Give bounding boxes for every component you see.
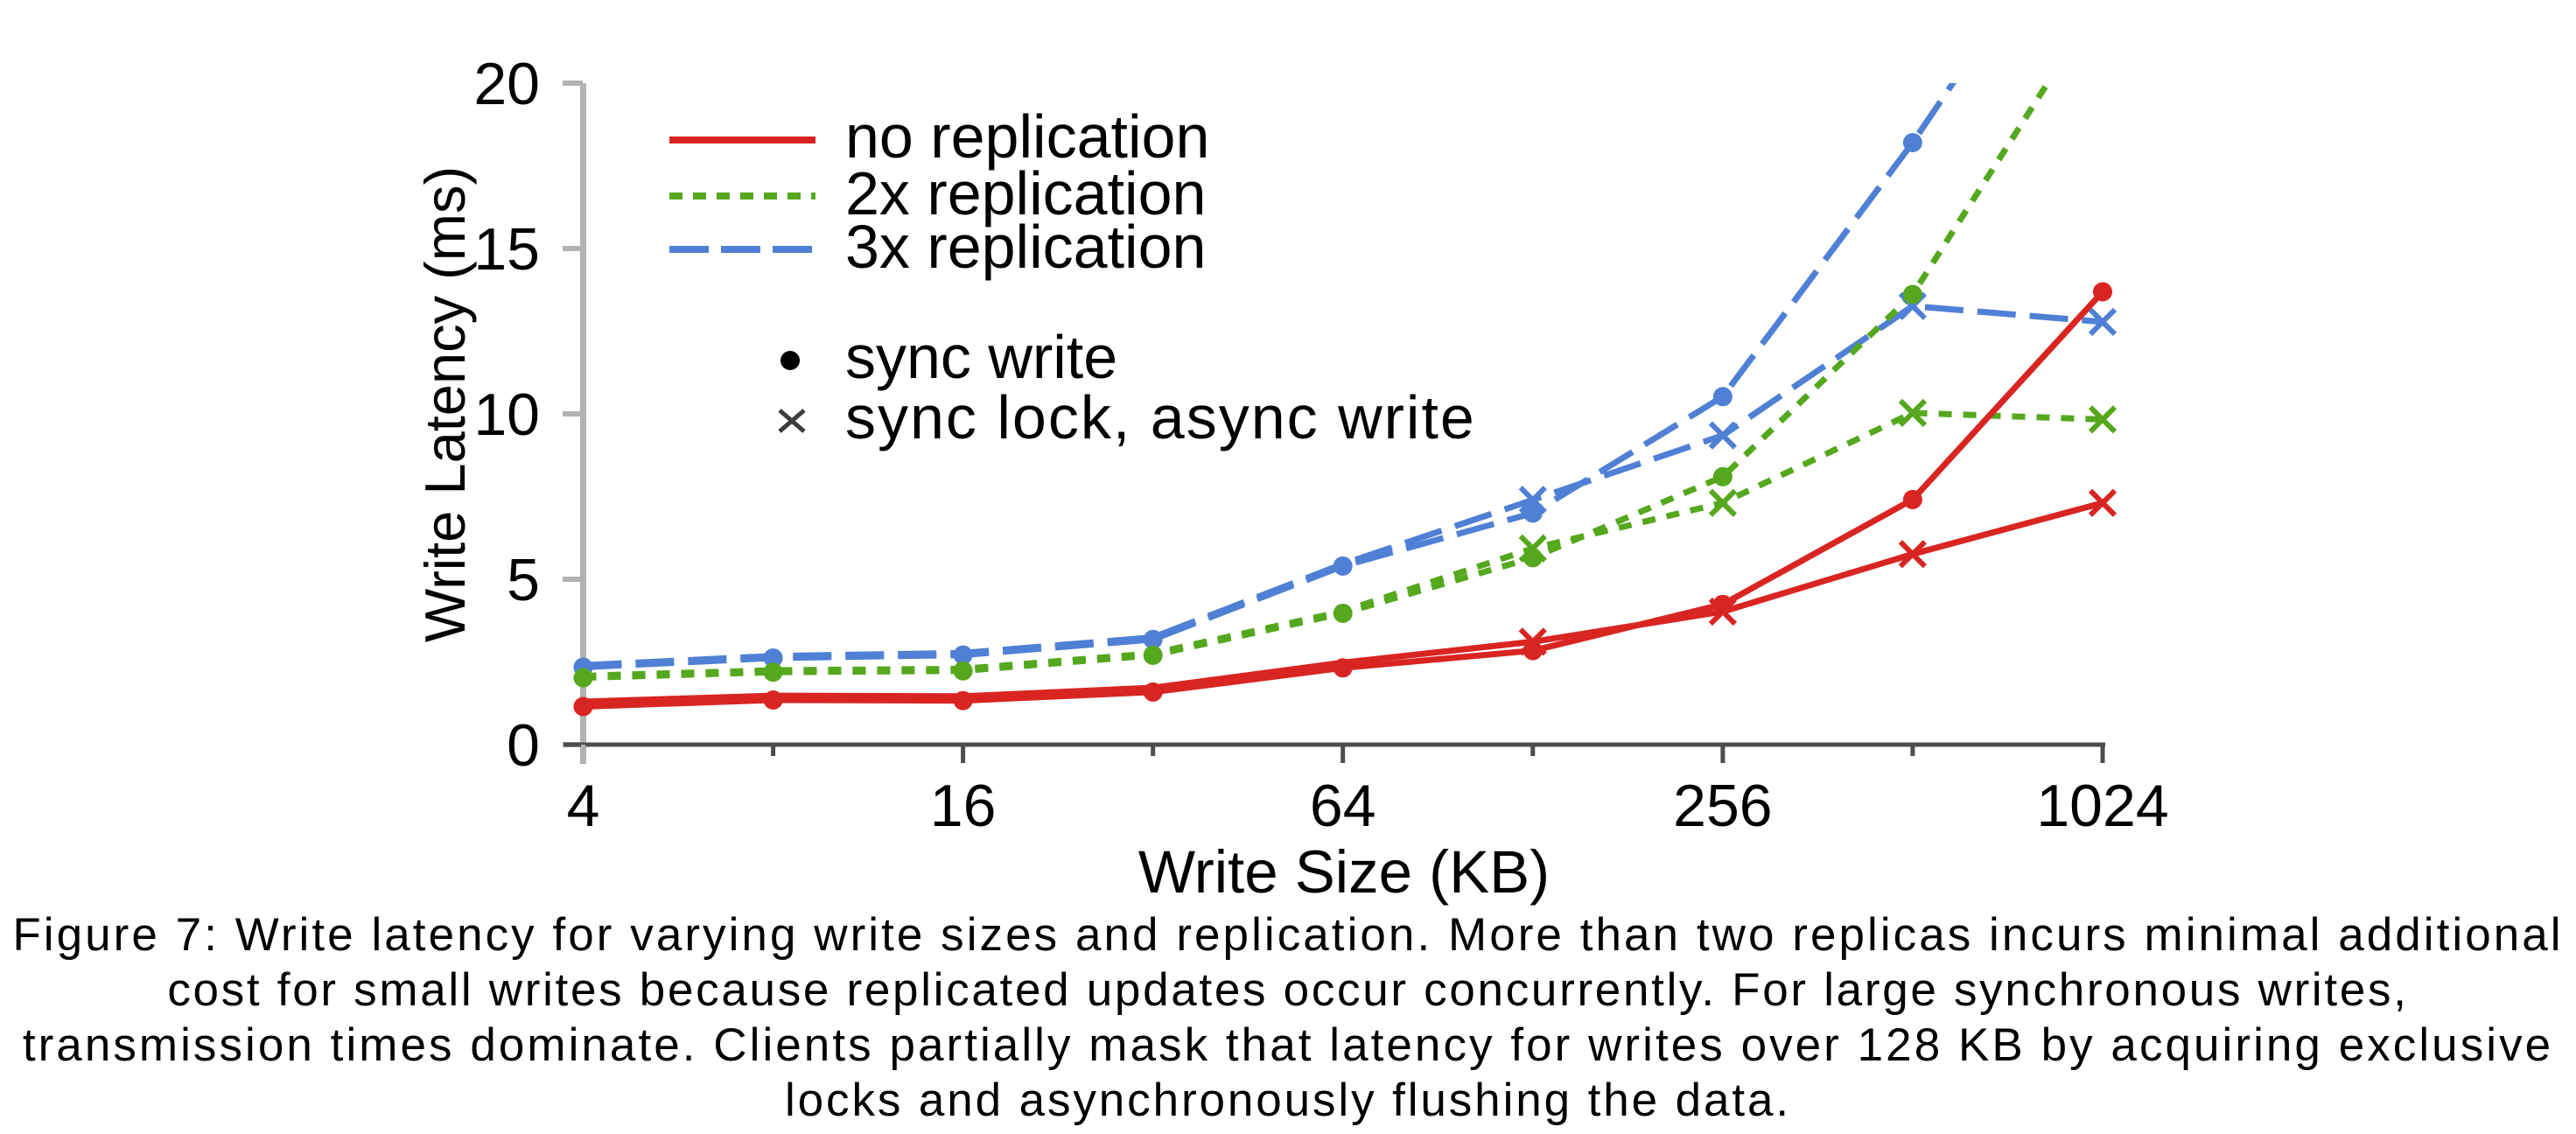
svg-text:256: 256: [1673, 773, 1772, 839]
svg-text:64: 64: [1310, 773, 1376, 839]
svg-text:cost for small writes because: cost for small writes because replicated…: [167, 964, 2408, 1016]
svg-text:sync write: sync write: [845, 323, 1117, 391]
svg-text:0: 0: [507, 712, 540, 779]
svg-text:Write Size (KB): Write Size (KB): [1138, 838, 1550, 906]
svg-text:10: 10: [473, 382, 540, 448]
svg-text:16: 16: [930, 773, 997, 839]
svg-text:transmission times dominate. C: transmission times dominate. Clients par…: [23, 1019, 2553, 1071]
svg-text:3x replication: 3x replication: [845, 213, 1206, 281]
svg-text:1024: 1024: [2036, 773, 2168, 839]
svg-text:5: 5: [507, 547, 540, 613]
svg-text:4: 4: [567, 773, 600, 839]
svg-text:no replication: no replication: [845, 102, 1209, 171]
svg-text:2x replication: 2x replication: [845, 159, 1206, 228]
svg-text:Write Latency (ms): Write Latency (ms): [413, 166, 477, 642]
svg-text:sync lock, async write: sync lock, async write: [845, 383, 1476, 452]
svg-text:Figure 7: Write latency for va: Figure 7: Write latency for varying writ…: [12, 909, 2563, 961]
svg-text:20: 20: [473, 51, 540, 117]
svg-text:locks and asynchronously flush: locks and asynchronously flushing the da…: [785, 1074, 1791, 1126]
svg-text:15: 15: [473, 216, 540, 283]
